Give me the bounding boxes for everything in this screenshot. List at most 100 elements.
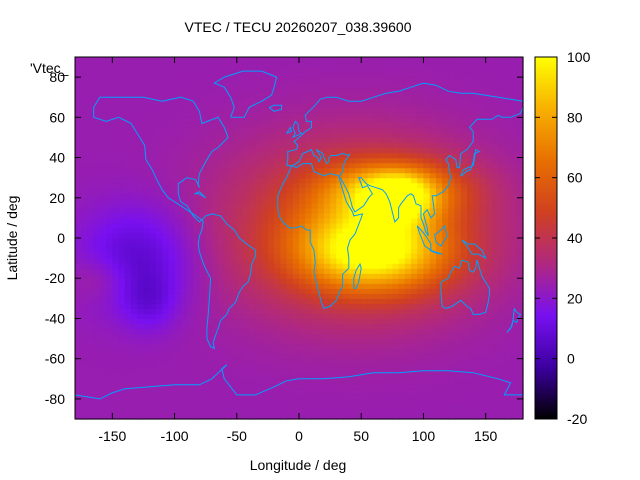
heatmap-cell — [305, 132, 313, 139]
heatmap-cell — [361, 308, 369, 315]
heatmap-cell — [255, 182, 263, 189]
heatmap-cell — [411, 288, 418, 294]
heatmap-cell — [367, 77, 375, 83]
heatmap-cell — [355, 238, 362, 244]
heatmap-cell — [218, 162, 225, 169]
heatmap-cell — [299, 202, 306, 209]
heatmap-cell — [155, 353, 163, 360]
heatmap-cell — [429, 137, 437, 144]
heatmap-cell — [168, 353, 176, 360]
heatmap-cell — [218, 77, 225, 83]
heatmap-cell — [180, 107, 188, 113]
heatmap-cell — [498, 373, 505, 380]
heatmap-cell — [168, 298, 176, 304]
heatmap-cell — [423, 388, 431, 395]
heatmap-cell — [404, 283, 412, 289]
heatmap-cell — [205, 137, 213, 144]
heatmap-cell — [87, 328, 95, 335]
heatmap-cell — [118, 408, 126, 415]
heatmap-cell — [124, 142, 132, 149]
heatmap-cell — [180, 227, 188, 234]
heatmap-cell — [274, 288, 281, 294]
heatmap-cell — [224, 378, 232, 385]
heatmap-cell — [205, 202, 213, 209]
heatmap-cell — [255, 187, 263, 194]
heatmap-cell — [386, 408, 393, 415]
heatmap-cell — [498, 278, 505, 284]
heatmap-cell — [491, 232, 499, 239]
heatmap-cell — [224, 177, 232, 184]
heatmap-cell — [187, 398, 194, 405]
heatmap-cell — [467, 383, 474, 390]
heatmap-cell — [236, 383, 244, 390]
heatmap-cell — [218, 383, 225, 390]
heatmap-cell — [280, 413, 288, 420]
heatmap-cell — [205, 117, 213, 123]
heatmap-cell — [224, 122, 232, 128]
heatmap-cell — [373, 192, 381, 199]
heatmap-cell — [479, 97, 487, 103]
heatmap-cell — [510, 258, 518, 264]
heatmap-cell — [243, 177, 250, 184]
heatmap-cell — [404, 102, 412, 108]
heatmap-cell — [143, 328, 151, 335]
heatmap-cell — [280, 92, 288, 98]
heatmap-cell — [137, 263, 145, 269]
heatmap-cell — [199, 152, 207, 159]
heatmap-cell — [292, 403, 300, 410]
heatmap-cell — [305, 408, 313, 415]
heatmap-cell — [442, 413, 449, 420]
heatmap-cell — [473, 202, 481, 209]
heatmap-cell — [460, 363, 468, 370]
heatmap-cell — [417, 373, 425, 380]
heatmap-cell — [435, 263, 443, 269]
heatmap-cell — [367, 157, 375, 164]
heatmap-cell — [379, 132, 387, 139]
heatmap-cell — [473, 232, 481, 239]
heatmap-cell — [274, 137, 281, 144]
heatmap-cell — [81, 328, 89, 335]
heatmap-cell — [187, 238, 194, 244]
heatmap-cell — [180, 338, 188, 345]
heatmap-cell — [448, 187, 456, 194]
heatmap-cell — [137, 82, 145, 88]
heatmap-cell — [330, 117, 337, 123]
heatmap-cell — [236, 388, 244, 395]
heatmap-cell — [411, 413, 418, 420]
heatmap-cell — [261, 177, 269, 184]
heatmap-cell — [398, 403, 406, 410]
heatmap-cell — [149, 117, 157, 123]
heatmap-cell — [460, 398, 468, 405]
heatmap-cell — [373, 393, 381, 400]
heatmap-cell — [149, 207, 157, 214]
heatmap-cell — [317, 92, 325, 98]
heatmap-cell — [348, 343, 356, 350]
heatmap-cell — [504, 82, 512, 88]
heatmap-cell — [174, 333, 182, 340]
heatmap-cell — [249, 308, 257, 315]
heatmap-cell — [274, 388, 281, 395]
heatmap-cell — [243, 162, 250, 169]
heatmap-cell — [336, 313, 344, 320]
heatmap-cell — [205, 243, 213, 249]
heatmap-cell — [174, 268, 182, 274]
heatmap-cell — [211, 413, 219, 420]
heatmap-cell — [187, 192, 194, 199]
heatmap-cell — [199, 413, 207, 420]
heatmap-cell — [267, 378, 275, 385]
heatmap-cell — [286, 253, 294, 259]
heatmap-cell — [143, 77, 151, 83]
heatmap-cell — [236, 358, 244, 365]
heatmap-cell — [230, 293, 238, 299]
heatmap-cell — [392, 182, 400, 189]
heatmap-cell — [442, 192, 449, 199]
heatmap-cell — [131, 353, 138, 360]
heatmap-cell — [255, 393, 263, 400]
heatmap-cell — [243, 293, 250, 299]
heatmap-cell — [236, 72, 244, 78]
heatmap-cell — [355, 82, 362, 88]
heatmap-cell — [404, 318, 412, 325]
heatmap-cell — [112, 398, 120, 405]
heatmap-cell — [180, 353, 188, 360]
heatmap-cell — [168, 308, 176, 315]
